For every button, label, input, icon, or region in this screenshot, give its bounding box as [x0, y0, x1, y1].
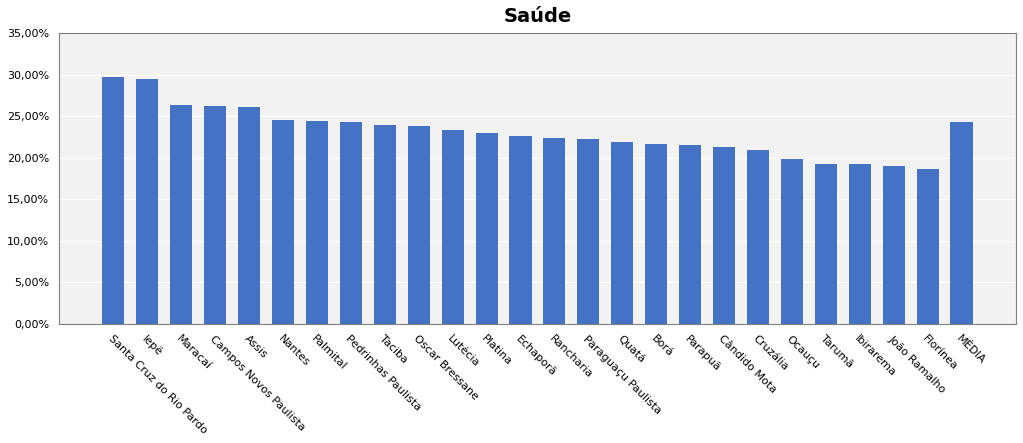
Bar	[476, 133, 497, 324]
Bar	[442, 130, 463, 324]
Bar	[849, 164, 871, 324]
Bar	[950, 122, 973, 324]
Bar	[340, 122, 362, 324]
Bar	[543, 138, 566, 324]
Bar	[238, 107, 260, 324]
Bar	[306, 121, 328, 324]
Bar	[136, 79, 159, 324]
Bar	[747, 150, 769, 324]
Bar	[272, 120, 294, 324]
Bar	[373, 124, 396, 324]
Bar	[646, 144, 667, 324]
Bar	[814, 163, 837, 324]
Title: Saúde: Saúde	[503, 7, 572, 26]
Bar	[781, 159, 803, 324]
Bar	[917, 169, 939, 324]
Bar	[205, 106, 226, 324]
Bar	[883, 166, 904, 324]
Bar	[713, 147, 736, 324]
Bar	[577, 140, 599, 324]
Bar	[408, 126, 430, 324]
Bar	[102, 77, 125, 324]
Bar	[509, 136, 532, 324]
Bar	[679, 145, 701, 324]
Bar	[170, 105, 192, 324]
Bar	[612, 142, 633, 324]
